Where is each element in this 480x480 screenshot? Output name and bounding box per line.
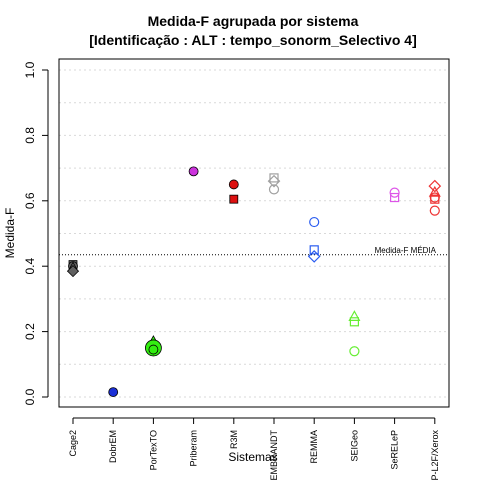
y-axis-label: Medida-F	[3, 208, 17, 259]
y-axis: 0.0 0.2 0.4 0.6 0.8 1.0	[23, 61, 49, 405]
plot-frame	[58, 58, 450, 408]
point-rembrandt-diamond	[267, 174, 281, 188]
y-tick-label: 0.6	[23, 192, 37, 209]
point-xip-l2f-xerox-circle	[429, 205, 440, 216]
x-tick-label: SeRELeP	[390, 430, 400, 470]
chart-title: Medida-F agrupada por sistema	[148, 13, 359, 29]
x-tick-label: REMMA	[309, 430, 319, 464]
x-tick-label: XIP-L2F/Xerox	[430, 430, 440, 480]
x-axis-label: Sistemas	[228, 450, 277, 464]
point-seigeo-triangle	[348, 310, 361, 321]
point-rembrandt-circle	[268, 184, 280, 195]
point-portexto-circle	[148, 344, 159, 355]
point-priberam-circle	[188, 166, 199, 177]
point-serelep-square	[390, 192, 400, 203]
grid-lines	[59, 69, 449, 398]
point-xip-l2f-xerox-circle	[429, 192, 440, 203]
point-rembrandt-square	[269, 173, 279, 183]
x-tick-label: Priberam	[189, 430, 199, 467]
x-tick-label: Cage2	[68, 430, 78, 457]
point-remma-square	[309, 245, 319, 255]
point-xip-l2f-xerox-triangle	[428, 185, 441, 197]
point-dobrem-circle	[108, 387, 119, 397]
point-remma-circle	[309, 216, 320, 228]
point-remma-diamond	[307, 250, 321, 263]
chart-subtitle: [Identificação : ALT : tempo_sonorm_Sele…	[89, 32, 417, 48]
x-axis: Cage2 DobrEM PorTexTO Priberam R3M REMBRANDT R…	[68, 417, 440, 480]
y-tick-label: 0.0	[23, 388, 37, 405]
y-tick-label: 0.2	[23, 323, 37, 340]
x-tick-label: SEIGeo	[349, 430, 359, 462]
y-tick-label: 0.4	[23, 258, 37, 275]
point-r3m-square	[229, 194, 239, 204]
point-r3m-circle	[228, 179, 239, 190]
x-tick-label: PorTexTO	[148, 430, 158, 470]
x-tick-label: REMBRANDT	[269, 430, 279, 480]
reference-line-label: Medida-F MÉDIA	[375, 246, 437, 255]
y-tick-label: 0.8	[23, 127, 37, 144]
point-seigeo-square	[349, 317, 359, 327]
point-xip-l2f-xerox-diamond	[428, 179, 442, 193]
point-serelep-circle	[389, 187, 400, 198]
y-tick-label: 1.0	[23, 61, 37, 78]
x-tick-label: R3M	[229, 430, 239, 449]
point-seigeo-circle	[349, 346, 360, 357]
x-tick-label: DobrEM	[108, 430, 118, 463]
data-points	[66, 166, 442, 397]
point-cage2-diamond	[66, 265, 80, 278]
